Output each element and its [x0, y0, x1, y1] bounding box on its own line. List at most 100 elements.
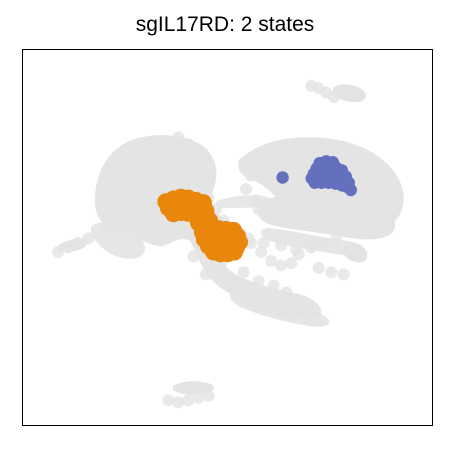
background-point	[245, 169, 258, 182]
background-point	[172, 396, 185, 409]
background-cluster-thin-lower	[261, 228, 366, 256]
background-point	[290, 214, 303, 227]
background-point	[345, 160, 358, 173]
background-point	[295, 147, 308, 160]
background-point	[267, 279, 280, 292]
plot-area	[22, 49, 433, 426]
background-point	[272, 183, 285, 196]
background-point	[252, 299, 265, 312]
background-point	[265, 254, 278, 267]
background-point	[342, 194, 355, 207]
state-1-points	[157, 188, 248, 263]
background-point	[147, 187, 160, 200]
background-point	[225, 279, 237, 292]
background-point	[282, 145, 295, 157]
background-point	[362, 212, 375, 225]
background-point	[192, 391, 205, 404]
background-cluster-right-band	[257, 193, 396, 240]
background-point	[147, 156, 160, 169]
background-point	[182, 394, 195, 407]
background-point	[240, 183, 252, 196]
background-point	[99, 223, 112, 236]
background-point	[275, 239, 288, 252]
background-point	[162, 136, 175, 148]
background-cell-points	[52, 79, 383, 409]
background-point	[330, 232, 343, 245]
background-point	[285, 257, 298, 270]
background-point	[305, 216, 318, 229]
background-point	[197, 162, 210, 175]
background-point	[350, 216, 363, 229]
background-point	[129, 180, 142, 193]
background-point	[142, 225, 155, 238]
background-point	[82, 232, 95, 245]
background-point	[305, 79, 318, 92]
background-cluster-bottom	[173, 381, 214, 395]
background-point	[335, 219, 348, 231]
background-point	[189, 149, 202, 162]
background-point	[199, 176, 212, 189]
background-point	[232, 288, 245, 301]
scatter-plot	[52, 79, 404, 409]
background-point	[187, 250, 200, 263]
background-point	[272, 304, 285, 317]
state-2-point	[344, 183, 357, 197]
background-point	[297, 201, 310, 214]
background-point	[164, 162, 177, 175]
background-point	[137, 169, 150, 182]
state-1-point	[226, 243, 243, 261]
background-point	[127, 216, 140, 229]
background-point	[202, 389, 215, 402]
background-point	[287, 169, 300, 182]
background-point	[129, 158, 142, 171]
background-point	[154, 145, 167, 157]
background-point	[182, 138, 195, 151]
background-point	[280, 286, 293, 299]
background-point	[122, 192, 135, 205]
background-point	[355, 169, 368, 182]
background-point	[107, 214, 120, 227]
background-point	[62, 241, 75, 254]
background-point	[305, 241, 318, 254]
background-point	[255, 246, 268, 258]
state-2-point	[276, 171, 289, 184]
background-point	[199, 268, 212, 281]
background-point	[257, 156, 270, 169]
background-point	[312, 261, 325, 274]
background-point	[117, 165, 130, 178]
background-point	[275, 259, 288, 272]
background-point	[257, 237, 270, 249]
background-point	[275, 210, 288, 223]
chart-title: sgIL17RD: 2 states	[135, 13, 315, 36]
background-point	[282, 306, 295, 319]
background-point	[362, 180, 375, 193]
background-point	[72, 237, 85, 249]
background-point	[154, 234, 167, 247]
background-point	[370, 203, 383, 216]
background-point	[252, 203, 265, 216]
background-point	[270, 149, 283, 162]
background-point	[325, 266, 338, 279]
background-point	[52, 246, 65, 258]
background-point	[262, 203, 275, 216]
background-point	[322, 203, 335, 216]
background-point	[242, 295, 255, 308]
background-point	[172, 131, 185, 144]
background-cluster-right-bits	[343, 244, 368, 263]
background-point	[337, 268, 350, 281]
background-point	[237, 266, 250, 279]
background-point	[290, 243, 303, 256]
background-point	[317, 237, 330, 249]
background-point	[262, 302, 275, 315]
background-point	[114, 203, 127, 216]
background-point	[220, 270, 232, 283]
background-point	[252, 275, 265, 288]
background-point	[109, 176, 122, 189]
background-point	[215, 259, 227, 272]
background-point	[162, 394, 175, 407]
background-point	[320, 219, 333, 231]
background-cluster-top-right	[333, 84, 366, 102]
state-2-points	[276, 155, 357, 197]
background-point	[327, 91, 340, 104]
